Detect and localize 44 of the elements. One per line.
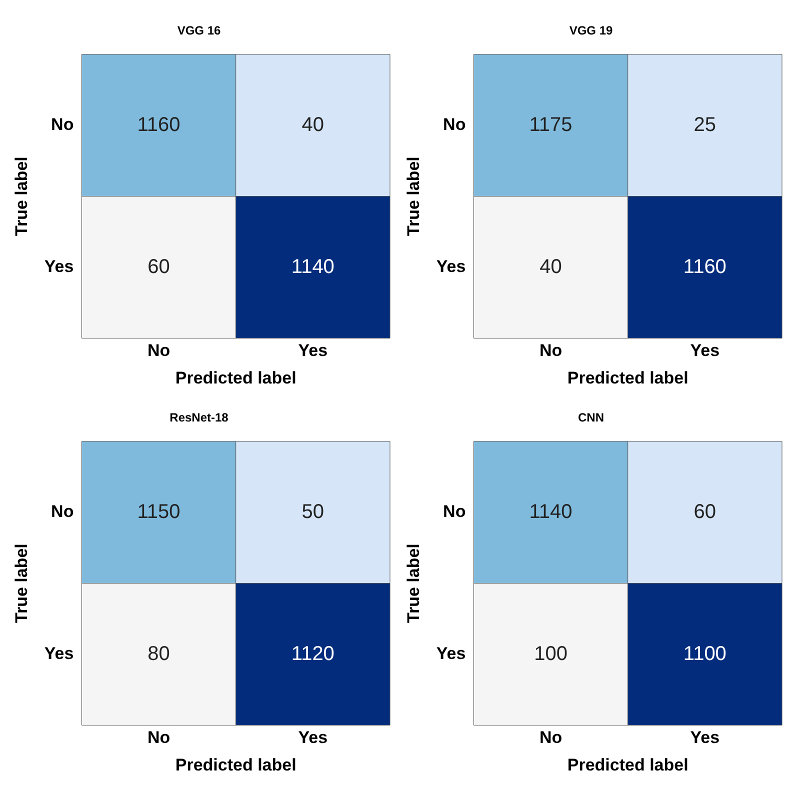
data-label: 25 <box>694 114 716 136</box>
y-axis-title: True label <box>12 544 31 623</box>
chart-title: CNN <box>578 410 604 425</box>
y-tick-label: No <box>443 502 466 522</box>
x-axis-title: Predicted label <box>567 755 688 774</box>
data-label: 40 <box>302 114 324 136</box>
chart-title: VGG 19 <box>569 24 613 38</box>
data-label: 40 <box>540 256 562 278</box>
x-tick-label: Yes <box>690 341 720 360</box>
y-tick-label: Yes <box>44 644 74 663</box>
data-label: 1175 <box>529 114 572 136</box>
x-tick-label: Yes <box>298 341 328 360</box>
y-axis-title: True label <box>404 544 423 623</box>
x-axis-title: Predicted label <box>175 755 296 774</box>
y-axis-title: True label <box>12 156 31 236</box>
y-tick-label: Yes <box>436 256 466 276</box>
y-tick-label: Yes <box>436 644 466 663</box>
y-axis-title: True label <box>404 156 423 236</box>
data-label: 60 <box>694 500 716 523</box>
data-label: 1120 <box>291 642 334 665</box>
y-tick-label: Yes <box>44 256 74 276</box>
data-label: 1160 <box>683 256 726 278</box>
x-tick-label: No <box>539 341 562 360</box>
x-tick-label: Yes <box>298 728 328 748</box>
data-label: 1140 <box>529 500 572 523</box>
data-label: 1140 <box>291 256 334 278</box>
x-tick-label: No <box>147 728 170 748</box>
data-label: 80 <box>148 642 170 665</box>
data-label: 50 <box>302 500 324 523</box>
chart-title: VGG 16 <box>177 24 221 38</box>
data-label: 100 <box>534 642 568 665</box>
x-tick-label: Yes <box>690 728 720 748</box>
data-label: 60 <box>148 256 170 278</box>
x-tick-label: No <box>147 341 170 360</box>
chart-title: ResNet-18 <box>170 410 229 425</box>
y-tick-label: No <box>51 502 74 522</box>
y-tick-label: No <box>443 115 466 134</box>
x-axis-title: Predicted label <box>567 368 688 388</box>
data-label: 1150 <box>137 500 180 523</box>
data-label: 1160 <box>137 114 180 136</box>
data-label: 1100 <box>683 642 726 665</box>
x-tick-label: No <box>539 728 562 748</box>
x-axis-title: Predicted label <box>175 368 296 388</box>
y-tick-label: No <box>51 115 74 134</box>
